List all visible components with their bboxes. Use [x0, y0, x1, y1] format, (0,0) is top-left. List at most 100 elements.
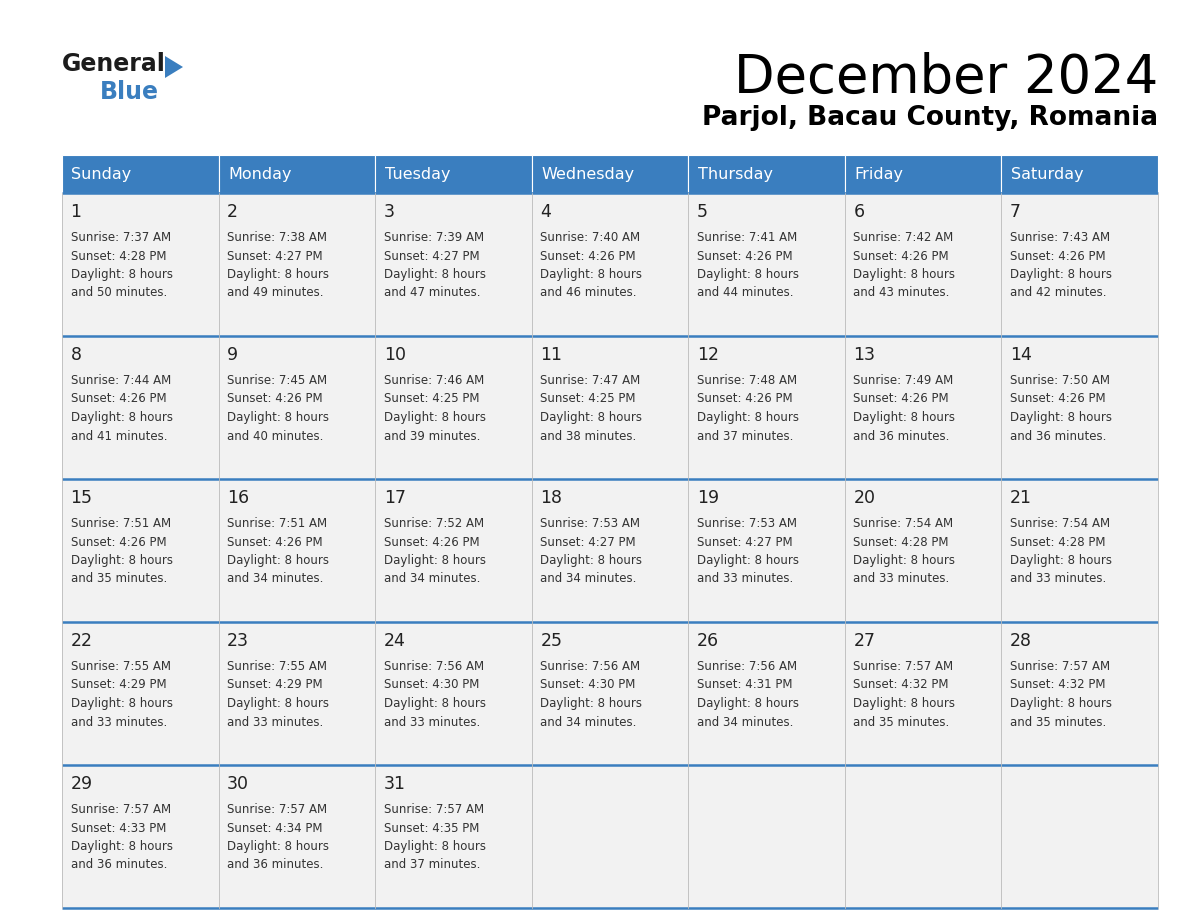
Bar: [1001, 155, 1158, 193]
Text: and 34 minutes.: and 34 minutes.: [541, 715, 637, 729]
Text: 25: 25: [541, 632, 562, 650]
Text: Sunset: 4:28 PM: Sunset: 4:28 PM: [70, 250, 166, 263]
Text: and 38 minutes.: and 38 minutes.: [541, 430, 637, 442]
Bar: [688, 155, 845, 193]
Text: Sunset: 4:29 PM: Sunset: 4:29 PM: [227, 678, 323, 691]
Text: Sunset: 4:26 PM: Sunset: 4:26 PM: [541, 250, 636, 263]
Text: Daylight: 8 hours: Daylight: 8 hours: [1010, 697, 1112, 710]
Bar: [219, 622, 375, 765]
Text: Sunset: 4:26 PM: Sunset: 4:26 PM: [384, 535, 480, 548]
Text: 10: 10: [384, 346, 406, 364]
Text: Sunset: 4:34 PM: Sunset: 4:34 PM: [227, 822, 323, 834]
Text: 27: 27: [853, 632, 876, 650]
Bar: [62, 765, 219, 908]
Text: Daylight: 8 hours: Daylight: 8 hours: [697, 268, 798, 281]
Text: 30: 30: [227, 775, 249, 793]
Text: and 35 minutes.: and 35 minutes.: [1010, 715, 1106, 729]
Text: and 35 minutes.: and 35 minutes.: [70, 573, 166, 586]
Text: Sunset: 4:26 PM: Sunset: 4:26 PM: [227, 393, 323, 406]
Text: and 36 minutes.: and 36 minutes.: [1010, 430, 1106, 442]
Bar: [1001, 336, 1158, 479]
Bar: [375, 765, 532, 908]
Text: Sunrise: 7:51 AM: Sunrise: 7:51 AM: [70, 517, 171, 530]
Text: 28: 28: [1010, 632, 1032, 650]
Bar: [532, 193, 688, 336]
Text: Daylight: 8 hours: Daylight: 8 hours: [70, 697, 172, 710]
Text: and 50 minutes.: and 50 minutes.: [70, 286, 166, 299]
Text: Sunrise: 7:55 AM: Sunrise: 7:55 AM: [227, 660, 327, 673]
Text: Sunrise: 7:49 AM: Sunrise: 7:49 AM: [853, 374, 954, 387]
Text: Daylight: 8 hours: Daylight: 8 hours: [697, 411, 798, 424]
Text: Daylight: 8 hours: Daylight: 8 hours: [541, 411, 643, 424]
Text: Sunrise: 7:56 AM: Sunrise: 7:56 AM: [697, 660, 797, 673]
Text: 1: 1: [70, 203, 82, 221]
Text: Sunrise: 7:42 AM: Sunrise: 7:42 AM: [853, 231, 954, 244]
Text: and 34 minutes.: and 34 minutes.: [227, 573, 323, 586]
Text: 18: 18: [541, 489, 562, 507]
Text: Daylight: 8 hours: Daylight: 8 hours: [1010, 268, 1112, 281]
Text: Sunrise: 7:45 AM: Sunrise: 7:45 AM: [227, 374, 328, 387]
Bar: [688, 479, 845, 622]
Text: and 36 minutes.: and 36 minutes.: [853, 430, 950, 442]
Text: Thursday: Thursday: [697, 166, 772, 182]
Text: and 33 minutes.: and 33 minutes.: [384, 715, 480, 729]
Text: Daylight: 8 hours: Daylight: 8 hours: [541, 554, 643, 567]
Bar: [532, 479, 688, 622]
Text: 17: 17: [384, 489, 406, 507]
Text: Sunrise: 7:57 AM: Sunrise: 7:57 AM: [70, 803, 171, 816]
Text: Sunrise: 7:56 AM: Sunrise: 7:56 AM: [541, 660, 640, 673]
Text: Daylight: 8 hours: Daylight: 8 hours: [227, 840, 329, 853]
Bar: [219, 479, 375, 622]
Text: Daylight: 8 hours: Daylight: 8 hours: [853, 554, 955, 567]
Text: Sunrise: 7:48 AM: Sunrise: 7:48 AM: [697, 374, 797, 387]
Text: Wednesday: Wednesday: [541, 166, 634, 182]
Text: 2: 2: [227, 203, 238, 221]
Text: 5: 5: [697, 203, 708, 221]
Text: Sunrise: 7:57 AM: Sunrise: 7:57 AM: [384, 803, 484, 816]
Text: Sunset: 4:32 PM: Sunset: 4:32 PM: [853, 678, 949, 691]
Text: 29: 29: [70, 775, 93, 793]
Bar: [532, 622, 688, 765]
Text: 4: 4: [541, 203, 551, 221]
Bar: [1001, 193, 1158, 336]
Text: and 37 minutes.: and 37 minutes.: [697, 430, 794, 442]
Text: 26: 26: [697, 632, 719, 650]
Bar: [62, 479, 219, 622]
Text: Sunset: 4:27 PM: Sunset: 4:27 PM: [541, 535, 636, 548]
Text: and 44 minutes.: and 44 minutes.: [697, 286, 794, 299]
Text: Daylight: 8 hours: Daylight: 8 hours: [384, 554, 486, 567]
Text: Sunrise: 7:46 AM: Sunrise: 7:46 AM: [384, 374, 484, 387]
Text: Daylight: 8 hours: Daylight: 8 hours: [227, 268, 329, 281]
Text: 20: 20: [853, 489, 876, 507]
Text: Sunset: 4:26 PM: Sunset: 4:26 PM: [853, 250, 949, 263]
Text: Daylight: 8 hours: Daylight: 8 hours: [697, 554, 798, 567]
Text: Daylight: 8 hours: Daylight: 8 hours: [1010, 554, 1112, 567]
Bar: [688, 765, 845, 908]
Text: Daylight: 8 hours: Daylight: 8 hours: [70, 411, 172, 424]
Bar: [62, 336, 219, 479]
Text: Sunset: 4:26 PM: Sunset: 4:26 PM: [70, 393, 166, 406]
Text: Sunset: 4:26 PM: Sunset: 4:26 PM: [697, 393, 792, 406]
Bar: [1001, 479, 1158, 622]
Bar: [375, 193, 532, 336]
Text: Daylight: 8 hours: Daylight: 8 hours: [853, 697, 955, 710]
Bar: [375, 622, 532, 765]
Text: Sunrise: 7:44 AM: Sunrise: 7:44 AM: [70, 374, 171, 387]
Bar: [688, 336, 845, 479]
Text: Daylight: 8 hours: Daylight: 8 hours: [1010, 411, 1112, 424]
Text: Daylight: 8 hours: Daylight: 8 hours: [697, 697, 798, 710]
Text: Sunrise: 7:54 AM: Sunrise: 7:54 AM: [853, 517, 954, 530]
Text: 22: 22: [70, 632, 93, 650]
Text: Daylight: 8 hours: Daylight: 8 hours: [853, 411, 955, 424]
Bar: [532, 765, 688, 908]
Text: Monday: Monday: [228, 166, 291, 182]
Text: Sunset: 4:28 PM: Sunset: 4:28 PM: [1010, 535, 1106, 548]
Text: 19: 19: [697, 489, 719, 507]
Text: Sunset: 4:30 PM: Sunset: 4:30 PM: [384, 678, 479, 691]
Text: Sunset: 4:26 PM: Sunset: 4:26 PM: [853, 393, 949, 406]
Text: Sunrise: 7:43 AM: Sunrise: 7:43 AM: [1010, 231, 1110, 244]
Text: Daylight: 8 hours: Daylight: 8 hours: [70, 268, 172, 281]
Text: and 34 minutes.: and 34 minutes.: [697, 715, 794, 729]
Bar: [375, 336, 532, 479]
Text: and 46 minutes.: and 46 minutes.: [541, 286, 637, 299]
